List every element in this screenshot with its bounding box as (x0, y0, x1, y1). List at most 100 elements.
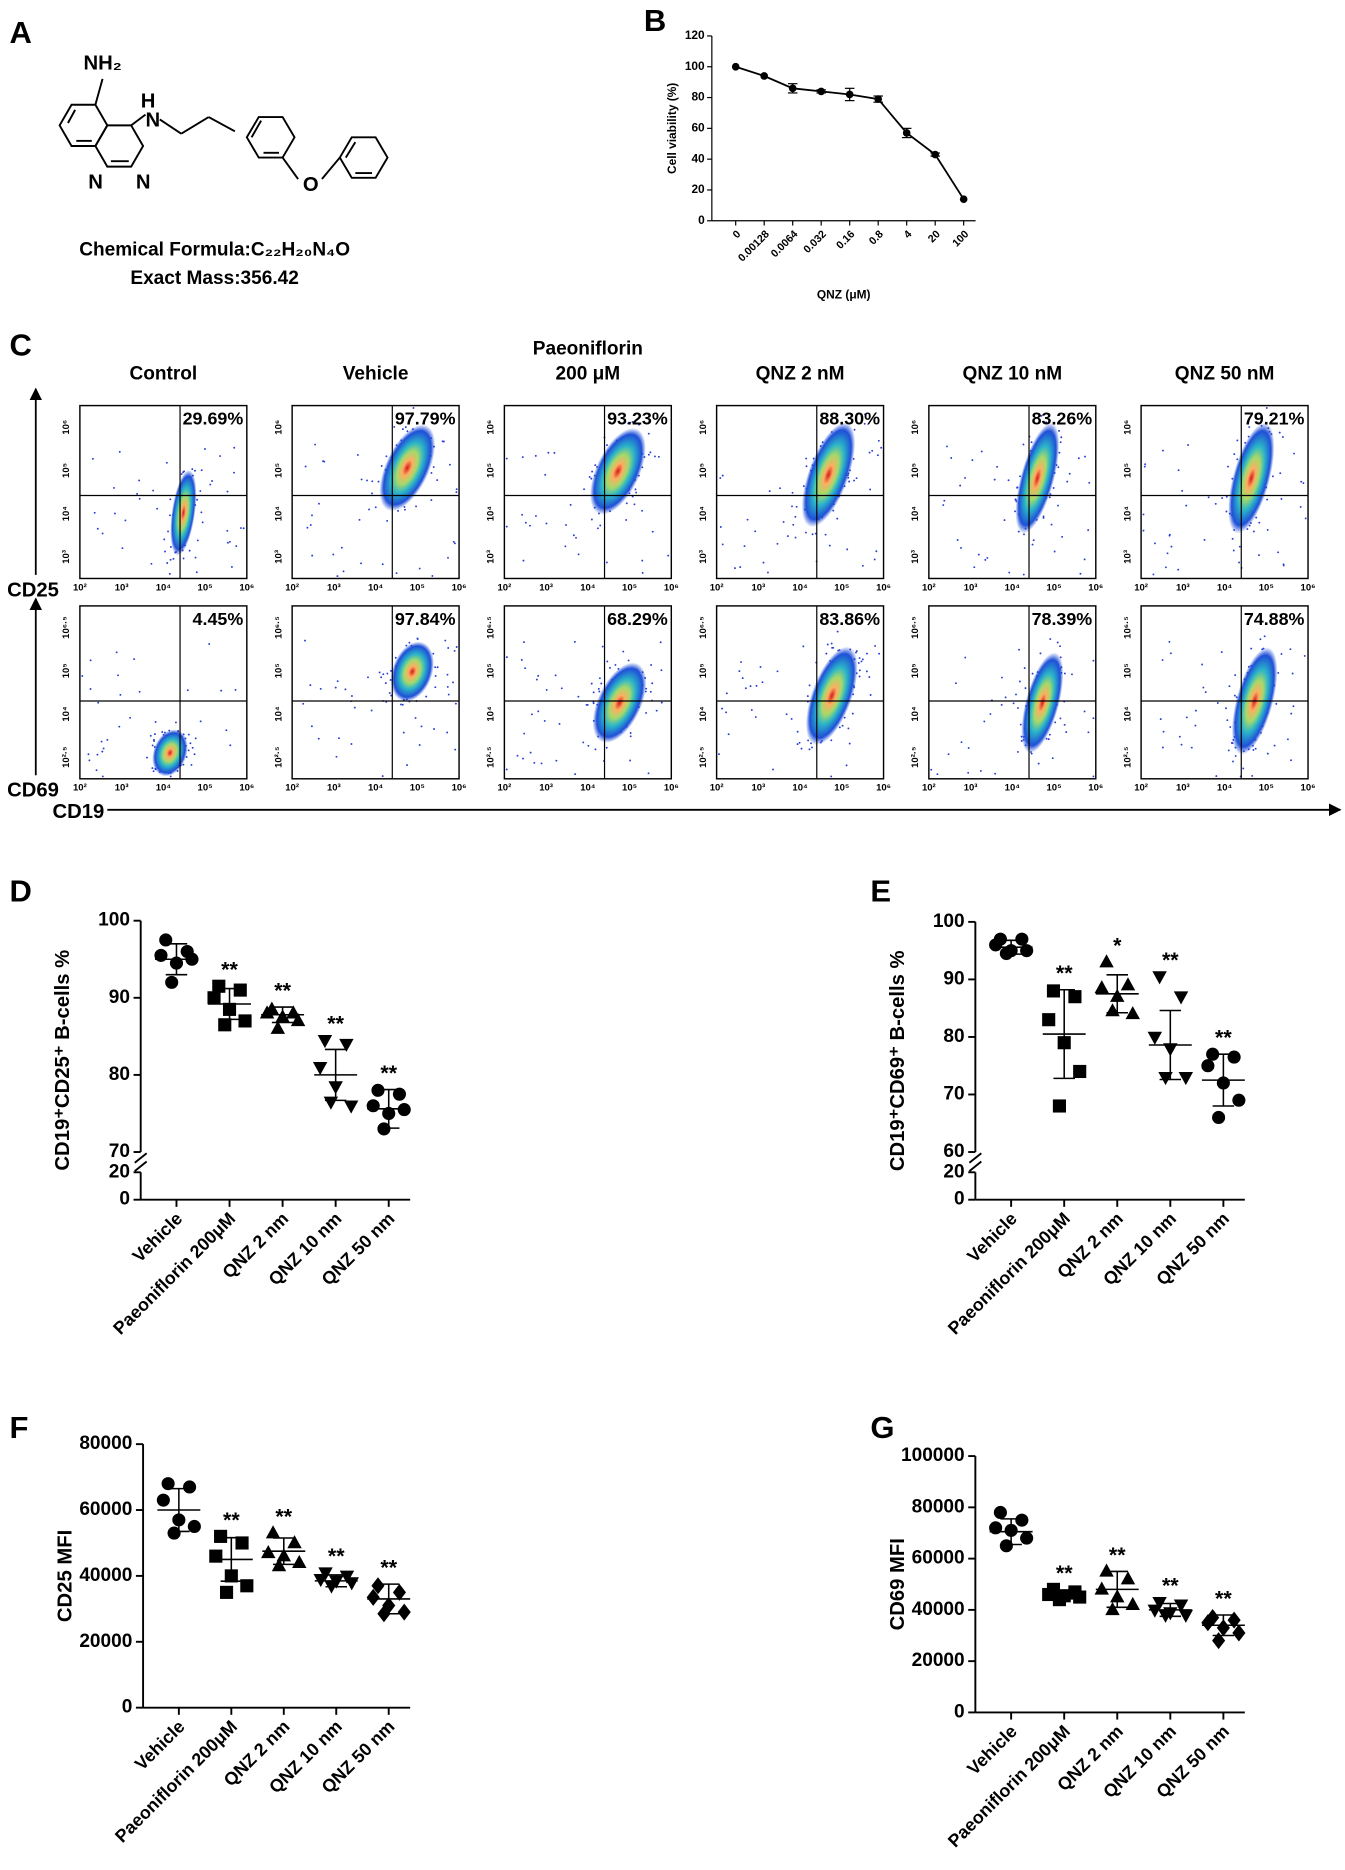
event-dot (1000, 703, 1003, 706)
x-tick-label: 10³ (1176, 582, 1190, 593)
data-point (1212, 1110, 1226, 1125)
event-dot (442, 440, 445, 443)
event-dot (394, 656, 397, 659)
significance: ** (221, 958, 238, 982)
data-point (1042, 1013, 1056, 1027)
y-tick-label: 10⁶ (698, 420, 709, 435)
event-dot (1079, 572, 1082, 575)
event-dot (627, 659, 630, 662)
data-point (902, 129, 911, 137)
event-dot (382, 673, 385, 676)
event-dot (575, 536, 577, 539)
y-tick-label: 10³ (910, 550, 921, 564)
event-dot (235, 545, 238, 548)
event-dot (1271, 475, 1274, 478)
event-dot (194, 556, 197, 559)
flow-plot: 79.21% 10² 10³ 10⁴ 10⁵ 10⁶ 10³ 10⁴ 10⁵ 10⁶ (1122, 404, 1316, 593)
event-dot (1022, 443, 1025, 446)
event-dot (335, 755, 338, 758)
event-dot (808, 748, 811, 751)
data-point (292, 1554, 307, 1568)
event-dot (569, 503, 572, 506)
event-dot (115, 651, 118, 654)
event-dot (772, 768, 774, 771)
event-dot (208, 643, 211, 645)
event-dot (750, 709, 753, 711)
flow-plot: 93.23% 10² 10³ 10⁴ 10⁵ 10⁶ 10³ 10⁴ 10⁵ 10⁶ (486, 404, 679, 593)
panel-label: D (10, 874, 32, 909)
event-dot (869, 694, 872, 696)
event-dot (154, 720, 157, 723)
event-dot (211, 480, 213, 482)
data-point (1227, 1611, 1241, 1629)
event-dot (81, 675, 84, 677)
y-tick-label: 10³ (1122, 550, 1133, 564)
event-dot (798, 741, 801, 744)
data-point (317, 1034, 333, 1049)
event-dot (350, 743, 353, 745)
event-dot (228, 540, 231, 543)
x-tick-label: 10² (285, 783, 299, 794)
event-dot (1049, 638, 1052, 641)
column-title: Paeoniflorin (533, 338, 643, 359)
data-point (235, 1536, 249, 1550)
panel-label: F (10, 1410, 29, 1445)
event-dot (516, 754, 519, 757)
event-dot (950, 457, 953, 459)
event-dot (838, 726, 841, 729)
event-dot (1022, 573, 1025, 576)
event-dot (163, 538, 166, 541)
event-dot (1056, 641, 1059, 644)
event-dot (930, 768, 933, 771)
event-dot (805, 457, 808, 460)
event-dot (964, 476, 967, 479)
event-dot (577, 553, 580, 556)
event-dot (1242, 767, 1245, 770)
data-point (959, 195, 968, 204)
x-tick-label: 10² (922, 783, 936, 794)
data-point (1120, 977, 1136, 991)
data-point (1046, 984, 1061, 998)
event-dot (848, 480, 851, 483)
event-dot (540, 762, 543, 765)
event-dot (979, 769, 982, 772)
event-dot (586, 703, 589, 706)
event-dot (847, 727, 850, 730)
event-dot (762, 561, 765, 564)
event-dot (1220, 651, 1223, 654)
event-dot (166, 562, 169, 564)
event-dot (734, 567, 736, 570)
event-dot (791, 505, 793, 508)
event-dot (1252, 530, 1255, 533)
event-dot (649, 690, 652, 693)
event-dot (860, 660, 863, 663)
event-dot (153, 733, 156, 736)
event-dot (1228, 685, 1231, 688)
event-dot (1063, 672, 1066, 675)
flow-plot: 83.26% 10² 10³ 10⁴ 10⁵ 10⁶ 10³ 10⁴ 10⁵ 10⁶ (910, 404, 1103, 593)
event-dot (831, 646, 834, 649)
event-dot (964, 656, 967, 659)
event-dot (1058, 451, 1061, 454)
event-dot (149, 734, 152, 737)
event-dot (1018, 648, 1021, 651)
event-dot (340, 546, 343, 549)
y-tick-label: 80000 (912, 1496, 965, 1517)
event-dot (146, 756, 148, 759)
event-dot (738, 670, 741, 673)
event-dot (659, 641, 662, 644)
event-dot (393, 425, 396, 428)
event-dot (168, 572, 171, 575)
event-dot (1068, 472, 1071, 475)
event-dot (1168, 534, 1171, 537)
data-point (993, 1505, 1007, 1520)
data-point (1201, 1059, 1215, 1073)
event-dot (1180, 743, 1183, 746)
event-dot (1168, 640, 1171, 643)
x-tick-label: 10³ (115, 783, 129, 794)
event-dot (380, 464, 383, 467)
axis-break (134, 1152, 148, 1164)
x-tick-label: 10³ (751, 783, 765, 794)
event-dot (447, 556, 449, 559)
y-tick-label: 10⁵ (1122, 463, 1133, 478)
